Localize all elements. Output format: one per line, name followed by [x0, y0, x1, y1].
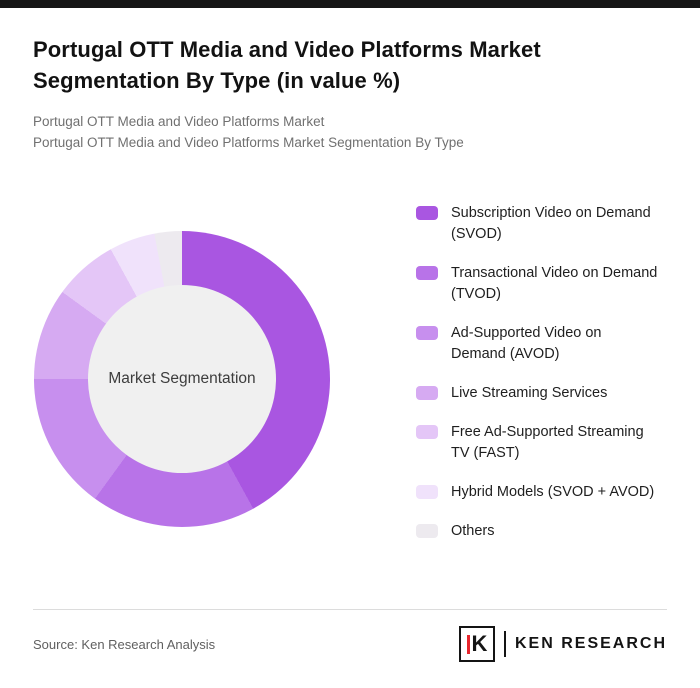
legend-item-live-streaming: Live Streaming Services: [416, 383, 668, 404]
legend-item-tvod: Transactional Video on Demand (TVOD): [416, 263, 668, 305]
legend-label: Subscription Video on Demand (SVOD): [451, 205, 651, 242]
legend-swatch: [416, 266, 438, 280]
chart-section: Market Segmentation Subscription Video o…: [33, 201, 667, 560]
logo-red-accent: [466, 634, 470, 654]
donut-center-label: Market Segmentation: [108, 370, 256, 387]
donut-chart: Market Segmentation: [34, 231, 330, 527]
legend-item-hybrid: Hybrid Models (SVOD + AVOD): [416, 482, 668, 503]
source-text: Source: Ken Research Analysis: [33, 636, 216, 652]
legend-label: Transactional Video on Demand (TVOD): [451, 265, 658, 302]
subtitle-market: Portugal OTT Media and Video Platforms M…: [33, 114, 325, 129]
report-footer: Source: Ken Research Analysis K KEN RESE…: [0, 609, 700, 688]
logo-separator: [503, 631, 506, 657]
page-title: Portugal OTT Media and Video Platforms M…: [33, 37, 541, 93]
legend-swatch: [416, 326, 438, 340]
donut-center: Market Segmentation: [88, 285, 276, 473]
report-content: Portugal OTT Media and Video Platforms M…: [0, 8, 700, 609]
legend-swatch: [416, 206, 438, 220]
legend-swatch: [416, 485, 438, 499]
legend-swatch: [416, 425, 438, 439]
legend-item-others: Others: [416, 521, 668, 542]
legend-item-svod: Subscription Video on Demand (SVOD): [416, 203, 668, 245]
subtitle-segmentation: Portugal OTT Media and Video Platforms M…: [33, 135, 464, 150]
logo-k-mark: K: [458, 626, 495, 662]
footer-divider: [33, 609, 667, 610]
legend-label: Others: [451, 523, 495, 539]
legend-swatch: [416, 524, 438, 538]
legend-label: Free Ad-Supported Streaming TV (FAST): [451, 424, 644, 461]
legend-item-fast: Free Ad-Supported Streaming TV (FAST): [416, 422, 668, 464]
logo-k-letter: K: [471, 631, 488, 656]
legend-label: Live Streaming Services: [451, 385, 608, 401]
legend-item-avod: Ad-Supported Video on Demand (AVOD): [416, 323, 668, 365]
legend-label: Ad-Supported Video on Demand (AVOD): [451, 325, 602, 362]
legend-label: Hybrid Models (SVOD + AVOD): [451, 484, 655, 500]
subtitle-block: Portugal OTT Media and Video Platforms M…: [33, 111, 667, 153]
ken-research-logo: K KEN RESEARCH: [458, 626, 667, 662]
top-accent-bar: [0, 0, 700, 8]
legend-swatch: [416, 386, 438, 400]
logo-wordmark: KEN RESEARCH: [514, 635, 667, 652]
chart-legend: Subscription Video on Demand (SVOD) Tran…: [416, 201, 668, 560]
donut-chart-container: Market Segmentation: [34, 201, 332, 560]
